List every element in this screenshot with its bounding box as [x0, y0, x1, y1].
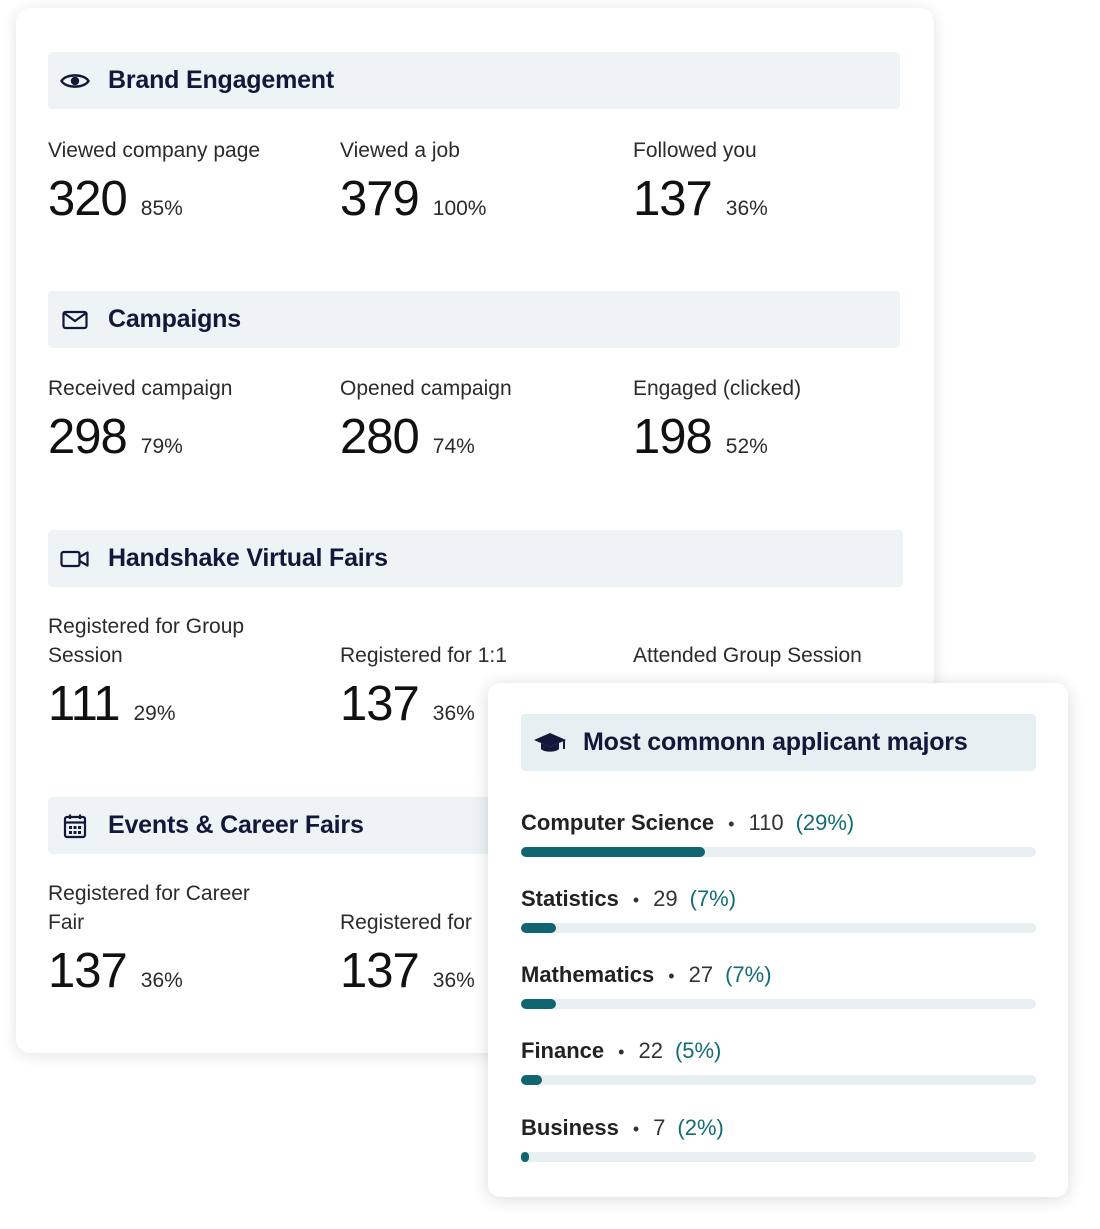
- major-progress-track: [521, 923, 1036, 933]
- metric-percent: 29%: [133, 702, 176, 725]
- metric-followed-you: Followed you 137 36%: [633, 136, 903, 224]
- metric-registered-one-on-one: Registered for 1:1 137 36%: [340, 641, 610, 729]
- major-row: Computer Science • 110 (29%): [521, 810, 1036, 857]
- metric-percent: 36%: [725, 197, 768, 220]
- section-title: Events & Career Fairs: [108, 811, 364, 839]
- major-progress-fill: [521, 847, 705, 857]
- bullet-separator: •: [618, 1042, 625, 1062]
- metric-label: Opened campaign: [340, 377, 512, 400]
- metric-viewed-company-page: Viewed company page 320 85%: [48, 136, 318, 224]
- major-share: (7%): [689, 886, 737, 911]
- metric-label: Registered for 1:1: [340, 644, 507, 667]
- metric-value: 198: [633, 410, 713, 464]
- metric-value: 137: [340, 677, 420, 731]
- metric-percent: 85%: [140, 197, 183, 220]
- major-line: Finance • 22 (5%): [521, 1038, 1036, 1068]
- section-title: Handshake Virtual Fairs: [108, 544, 388, 572]
- major-progress-fill: [521, 999, 556, 1009]
- metric-percent: 79%: [140, 435, 183, 458]
- major-count: 27: [688, 962, 714, 987]
- bullet-separator: •: [668, 966, 675, 986]
- major-name: Statistics: [521, 886, 619, 911]
- metric-received-campaign: Received campaign 298 79%: [48, 374, 318, 462]
- metric-label: Registered for: [340, 911, 472, 934]
- metric-value: 137: [48, 944, 128, 998]
- major-progress-track: [521, 999, 1036, 1009]
- metric-opened-campaign: Opened campaign 280 74%: [340, 374, 610, 462]
- major-progress-fill: [521, 1152, 530, 1162]
- metric-value: 280: [340, 410, 420, 464]
- metric-label: Viewed a job: [340, 139, 460, 162]
- metric-value: 137: [340, 944, 420, 998]
- bullet-separator: •: [632, 890, 640, 910]
- majors-title: Most commonn applicant majors: [583, 728, 968, 756]
- major-share: (2%): [677, 1115, 724, 1140]
- metric-registered-for: Registered for 137 36%: [340, 908, 610, 996]
- majors-card: Most commonn applicant majors Computer S…: [488, 683, 1068, 1197]
- metric-value: 137: [633, 172, 713, 226]
- metric-value: 111: [48, 677, 120, 731]
- major-count: 7: [653, 1115, 666, 1140]
- major-name: Finance: [521, 1038, 605, 1063]
- metric-label: Registered for Career Fair: [48, 882, 250, 934]
- metric-label: Registered for Group Session: [48, 615, 245, 667]
- major-share: (29%): [795, 810, 855, 835]
- major-progress-track: [521, 847, 1036, 857]
- metric-label: Received campaign: [48, 377, 233, 400]
- metric-value: 320: [48, 172, 128, 226]
- major-progress-fill: [521, 923, 556, 933]
- major-count: 110: [748, 810, 784, 835]
- metric-label: Engaged (clicked): [633, 377, 802, 400]
- major-line: Business • 7 (2%): [521, 1115, 1036, 1145]
- brand-engagement-header: Brand Engagement: [48, 52, 900, 109]
- metric-value: 298: [48, 410, 128, 464]
- major-line: Mathematics • 27 (7%): [521, 962, 1036, 992]
- eye-icon: [60, 66, 90, 96]
- section-title: Campaigns: [108, 305, 241, 333]
- metric-registered-group-session: Registered for Group Session 111 29%: [48, 612, 318, 729]
- virtual-fairs-header: Handshake Virtual Fairs: [48, 530, 903, 587]
- major-count: 29: [653, 886, 678, 911]
- graduation-cap-icon: [533, 728, 567, 758]
- metric-percent: 36%: [432, 702, 475, 725]
- majors-header: Most commonn applicant majors: [521, 714, 1036, 771]
- major-row: Finance • 22 (5%): [521, 1038, 1036, 1085]
- major-progress-track: [521, 1075, 1036, 1085]
- major-share: (5%): [674, 1038, 722, 1063]
- calendar-icon: [60, 811, 90, 841]
- major-row: Business • 7 (2%): [521, 1115, 1036, 1162]
- metric-percent: 36%: [432, 969, 475, 992]
- metric-engaged-clicked: Engaged (clicked) 198 52%: [633, 374, 903, 462]
- major-progress-fill: [521, 1075, 542, 1085]
- major-name: Business: [521, 1115, 619, 1140]
- metric-percent: 74%: [432, 435, 475, 458]
- major-line: Computer Science • 110 (29%): [521, 810, 1036, 840]
- metric-value: 379: [340, 172, 420, 226]
- major-name: Computer Science: [521, 810, 715, 835]
- major-share: (7%): [725, 962, 772, 987]
- major-name: Mathematics: [521, 962, 655, 987]
- campaigns-header: Campaigns: [48, 291, 900, 348]
- analytics-card: Brand Engagement Viewed company page 320…: [16, 8, 934, 1053]
- major-line: Statistics • 29 (7%): [521, 886, 1036, 916]
- major-progress-track: [521, 1152, 1036, 1162]
- metric-registered-career-fair: Registered for Career Fair 137 36%: [48, 879, 318, 996]
- video-camera-icon: [60, 544, 90, 574]
- section-title: Brand Engagement: [108, 66, 334, 94]
- metric-label: Attended Group Session: [633, 644, 862, 667]
- metric-percent: 52%: [725, 435, 768, 458]
- metric-attended-group-session: Attended Group Session: [633, 641, 903, 670]
- major-row: Mathematics • 27 (7%): [521, 962, 1036, 1009]
- bullet-separator: •: [728, 814, 735, 834]
- metric-label: Viewed company page: [48, 139, 261, 162]
- metric-label: Followed you: [633, 139, 757, 162]
- mail-icon: [60, 305, 90, 335]
- major-count: 22: [638, 1038, 663, 1063]
- metric-percent: 36%: [140, 969, 183, 992]
- bullet-separator: •: [632, 1119, 640, 1139]
- metric-viewed-a-job: Viewed a job 379 100%: [340, 136, 610, 224]
- metric-percent: 100%: [432, 197, 487, 220]
- major-row: Statistics • 29 (7%): [521, 886, 1036, 933]
